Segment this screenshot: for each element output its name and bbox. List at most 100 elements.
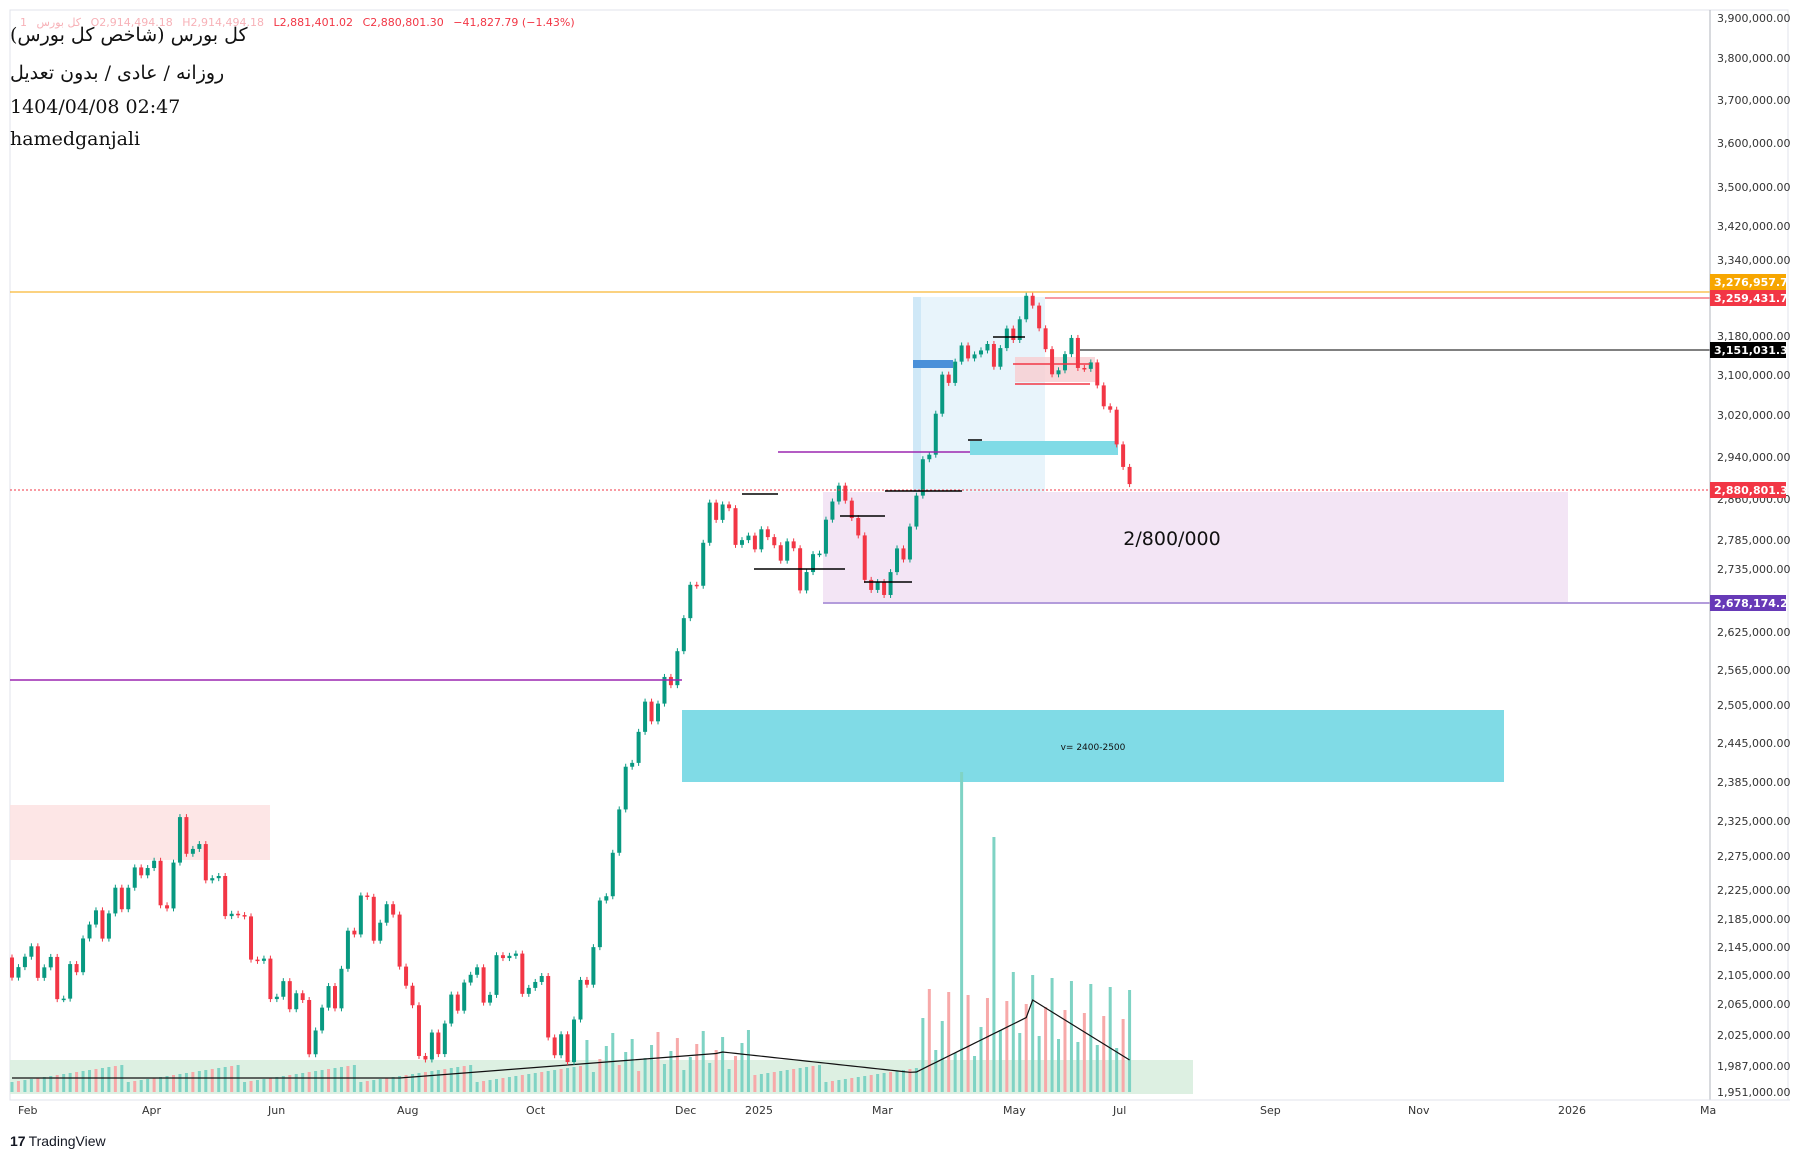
volume-bar [688, 1057, 692, 1092]
candle-body [1069, 337, 1074, 355]
candle-body [649, 701, 654, 722]
x-tick-label: Apr [142, 1104, 162, 1117]
candle-body [681, 618, 686, 652]
candle-body [165, 905, 170, 909]
candle-body [404, 966, 409, 986]
candle-body [533, 981, 538, 988]
candle-body [714, 502, 719, 520]
candle-body [255, 959, 260, 962]
y-tick-label: 3,600,000.00 [1717, 137, 1790, 150]
volume-bar [469, 1065, 473, 1092]
volume-bar [998, 1030, 1002, 1092]
candle-body [694, 584, 699, 587]
candle-body [668, 676, 673, 686]
candle-body [623, 766, 628, 810]
volume-bar [604, 1046, 608, 1092]
y-tick-label: 2,565,000.00 [1717, 664, 1790, 677]
candle-body [171, 862, 176, 909]
candle-body [210, 878, 215, 881]
volume-bar [417, 1073, 421, 1092]
volume-bar [320, 1070, 324, 1092]
candle-body [1108, 406, 1113, 410]
candle-body [920, 459, 925, 496]
volume-bar [1128, 990, 1132, 1092]
volume-bar [482, 1081, 486, 1092]
y-tick-label: 2,065,000.00 [1717, 998, 1790, 1011]
candle-body [959, 345, 964, 362]
candle-body [927, 454, 932, 460]
candle-body [727, 504, 732, 509]
candle-body [326, 986, 331, 1008]
volume-bar [701, 1031, 705, 1092]
volume-bar [1089, 984, 1093, 1092]
candle-body [979, 350, 983, 355]
volume-bar [36, 1078, 40, 1092]
x-tick-label: 2025 [745, 1104, 773, 1117]
volume-bar [191, 1072, 195, 1092]
candle-body [1101, 385, 1106, 407]
volume-profile-bar [913, 297, 921, 497]
volume-bar [624, 1052, 628, 1092]
volume-bar [307, 1072, 311, 1092]
candle-body [804, 572, 809, 591]
candle-body [1043, 328, 1048, 350]
volume-bar [830, 1081, 834, 1092]
volume-bar [1005, 1001, 1009, 1092]
volume-bar [75, 1072, 79, 1092]
candle-body [468, 974, 473, 983]
candle-body [1011, 328, 1016, 340]
volume-bar [1095, 1045, 1099, 1092]
candle-body [752, 535, 757, 550]
candle-body [610, 852, 615, 897]
volume-bar [449, 1068, 453, 1092]
volume-bar [598, 1059, 602, 1092]
candle-body [513, 953, 518, 956]
candle-body [1017, 319, 1022, 340]
candle-body [739, 540, 744, 545]
volume-bar [501, 1078, 505, 1092]
volume-bar [675, 1038, 679, 1092]
volume-bar [921, 1018, 925, 1092]
candle-body [849, 500, 854, 519]
volume-bar [294, 1074, 298, 1092]
candle-body [500, 955, 505, 959]
volume-bar [475, 1082, 479, 1092]
candle-body [966, 345, 971, 359]
volume-bar [430, 1071, 434, 1092]
candle-body [1050, 349, 1055, 375]
candle-body [93, 910, 98, 925]
volume-bar [391, 1077, 395, 1092]
volume-bar [262, 1079, 266, 1092]
volume-bar [333, 1068, 337, 1092]
volume-bar [197, 1071, 201, 1092]
candle-body [940, 374, 945, 414]
candle-body [416, 1005, 421, 1056]
volume-bar [766, 1073, 770, 1092]
y-tick-label: 2,385,000.00 [1717, 776, 1790, 789]
y-tick-label: 3,900,000.00 [1717, 12, 1790, 25]
candle-body [132, 867, 137, 888]
candle-body [410, 985, 415, 1006]
candle-body [68, 964, 73, 999]
cyan-zone-small [970, 441, 1118, 455]
tradingview-logo[interactable]: 17 TradingView [10, 1133, 106, 1149]
y-tick-label: 2,940,000.00 [1717, 451, 1790, 464]
price-tag-label: 3,276,957.76 [1714, 276, 1796, 289]
volume-bar [204, 1070, 208, 1092]
volume-bar [617, 1065, 621, 1092]
volume-bar [727, 1069, 731, 1092]
volume-bar [837, 1080, 841, 1092]
volume-bar [559, 1069, 563, 1092]
volume-bar [55, 1075, 59, 1092]
volume-bar [281, 1076, 285, 1092]
volume-bar [94, 1069, 98, 1092]
candle-body [358, 895, 363, 935]
volume-bar [746, 1030, 750, 1092]
candle-body [236, 913, 241, 916]
volume-bar [359, 1082, 363, 1092]
candle-body [48, 956, 53, 968]
volume-bar [585, 1040, 589, 1092]
volume-bar [16, 1081, 20, 1092]
y-tick-label: 1,951,000.00 [1717, 1086, 1790, 1099]
